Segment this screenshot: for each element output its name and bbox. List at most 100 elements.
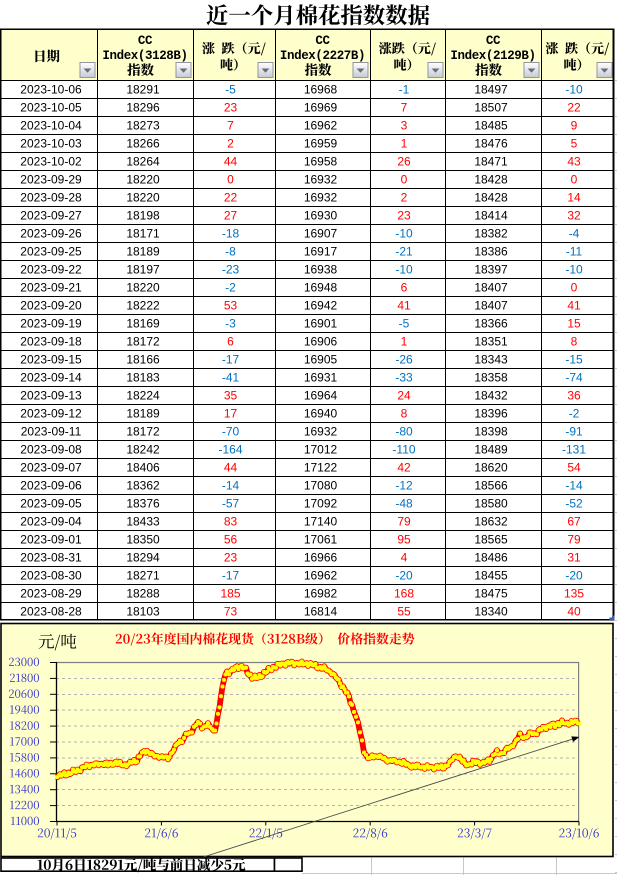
svg-text:23: 23	[224, 100, 238, 114]
svg-text:16931: 16931	[304, 370, 338, 384]
svg-text:2023-10-06: 2023-10-06	[20, 82, 82, 96]
svg-text:-131: -131	[562, 442, 586, 456]
svg-text:18497: 18497	[474, 82, 508, 96]
svg-text:18103: 18103	[126, 604, 160, 618]
svg-text:17012: 17012	[304, 442, 338, 456]
svg-text:79: 79	[397, 514, 411, 528]
svg-text:16917: 16917	[304, 244, 338, 258]
svg-text:-26: -26	[395, 352, 413, 366]
svg-text:2023-09-26: 2023-09-26	[20, 226, 82, 240]
svg-text:18220: 18220	[126, 172, 160, 186]
svg-text:16962: 16962	[304, 118, 338, 132]
svg-text:-17: -17	[222, 568, 240, 582]
svg-text:18414: 18414	[474, 208, 508, 222]
svg-text:14: 14	[567, 190, 581, 204]
svg-text:18366: 18366	[474, 316, 508, 330]
svg-text:18340: 18340	[474, 604, 508, 618]
svg-text:26: 26	[397, 154, 411, 168]
svg-text:16959: 16959	[304, 136, 338, 150]
svg-text:8: 8	[571, 334, 578, 348]
svg-text:18271: 18271	[126, 568, 160, 582]
svg-text:-8: -8	[225, 244, 236, 258]
svg-text:-14: -14	[565, 478, 583, 492]
svg-text:2023-10-04: 2023-10-04	[20, 118, 82, 132]
svg-text:53: 53	[224, 298, 238, 312]
svg-text:18166: 18166	[126, 352, 160, 366]
svg-text:16948: 16948	[304, 280, 338, 294]
svg-text:16968: 16968	[304, 82, 338, 96]
svg-text:Index(3128B): Index(3128B)	[102, 49, 187, 63]
svg-text:-21: -21	[395, 244, 413, 258]
svg-text:-4: -4	[569, 226, 580, 240]
svg-text:18294: 18294	[126, 550, 160, 564]
svg-text:18476: 18476	[474, 136, 508, 150]
svg-text:0: 0	[227, 172, 234, 186]
svg-text:2023-09-04: 2023-09-04	[20, 514, 82, 528]
svg-text:2023-09-14: 2023-09-14	[20, 370, 82, 384]
svg-text:-164: -164	[218, 442, 242, 456]
svg-text:31: 31	[567, 550, 581, 564]
svg-text:18296: 18296	[126, 100, 160, 114]
svg-text:Index(2129B): Index(2129B)	[450, 49, 535, 63]
svg-text:2023-09-11: 2023-09-11	[21, 424, 82, 438]
svg-text:18362: 18362	[126, 478, 160, 492]
svg-text:-48: -48	[395, 496, 413, 510]
svg-text:18485: 18485	[474, 118, 508, 132]
svg-text:-17: -17	[222, 352, 240, 366]
svg-text:17092: 17092	[304, 496, 338, 510]
svg-text:16940: 16940	[304, 406, 338, 420]
svg-text:16932: 16932	[304, 424, 338, 438]
svg-text:-70: -70	[222, 424, 240, 438]
svg-text:2023-09-22: 2023-09-22	[20, 262, 82, 276]
svg-text:-20: -20	[395, 568, 413, 582]
svg-text:9: 9	[571, 118, 578, 132]
svg-text:18398: 18398	[474, 424, 508, 438]
svg-text:18242: 18242	[126, 442, 160, 456]
svg-text:2023-08-28: 2023-08-28	[20, 604, 82, 618]
svg-text:2023-09-18: 2023-09-18	[20, 334, 82, 348]
svg-text:18407: 18407	[474, 280, 508, 294]
svg-text:-110: -110	[392, 442, 415, 456]
svg-text:18382: 18382	[474, 226, 508, 240]
svg-text:18189: 18189	[126, 244, 160, 258]
svg-text:73: 73	[224, 604, 238, 618]
svg-text:3: 3	[401, 118, 408, 132]
svg-text:17140: 17140	[304, 514, 338, 528]
svg-text:18455: 18455	[474, 568, 508, 582]
svg-text:17061: 17061	[304, 532, 338, 546]
svg-text:2023-09-15: 2023-09-15	[20, 352, 82, 366]
svg-text:18566: 18566	[474, 478, 508, 492]
svg-text:CC: CC	[315, 34, 330, 48]
svg-text:6: 6	[227, 334, 234, 348]
svg-text:2023-09-25: 2023-09-25	[20, 244, 82, 258]
svg-text:-2: -2	[225, 280, 236, 294]
svg-text:2023-09-29: 2023-09-29	[20, 172, 82, 186]
svg-text:2023-08-29: 2023-08-29	[20, 586, 82, 600]
svg-text:18172: 18172	[126, 334, 160, 348]
svg-text:8: 8	[401, 406, 408, 420]
svg-text:18486: 18486	[474, 550, 508, 564]
svg-text:0: 0	[571, 172, 578, 186]
svg-text:18620: 18620	[474, 460, 508, 474]
svg-text:18489: 18489	[474, 442, 508, 456]
svg-text:7: 7	[227, 118, 234, 132]
svg-text:16958: 16958	[304, 154, 338, 168]
svg-text:135: 135	[564, 586, 584, 600]
svg-text:18397: 18397	[474, 262, 508, 276]
svg-text:18475: 18475	[474, 586, 508, 600]
svg-text:67: 67	[567, 514, 581, 528]
svg-text:-10: -10	[565, 262, 583, 276]
svg-text:0: 0	[571, 280, 578, 294]
svg-text:2023-09-08: 2023-09-08	[20, 442, 82, 456]
svg-text:18198: 18198	[126, 208, 160, 222]
svg-text:16930: 16930	[304, 208, 338, 222]
svg-text:-23: -23	[222, 262, 240, 276]
svg-text:18343: 18343	[474, 352, 508, 366]
svg-text:-10: -10	[395, 262, 413, 276]
svg-text:18432: 18432	[474, 388, 508, 402]
svg-text:-1: -1	[399, 82, 410, 96]
svg-text:2023-08-30: 2023-08-30	[20, 568, 82, 582]
svg-text:18171: 18171	[126, 226, 160, 240]
svg-text:-33: -33	[395, 370, 413, 384]
svg-text:16907: 16907	[304, 226, 338, 240]
